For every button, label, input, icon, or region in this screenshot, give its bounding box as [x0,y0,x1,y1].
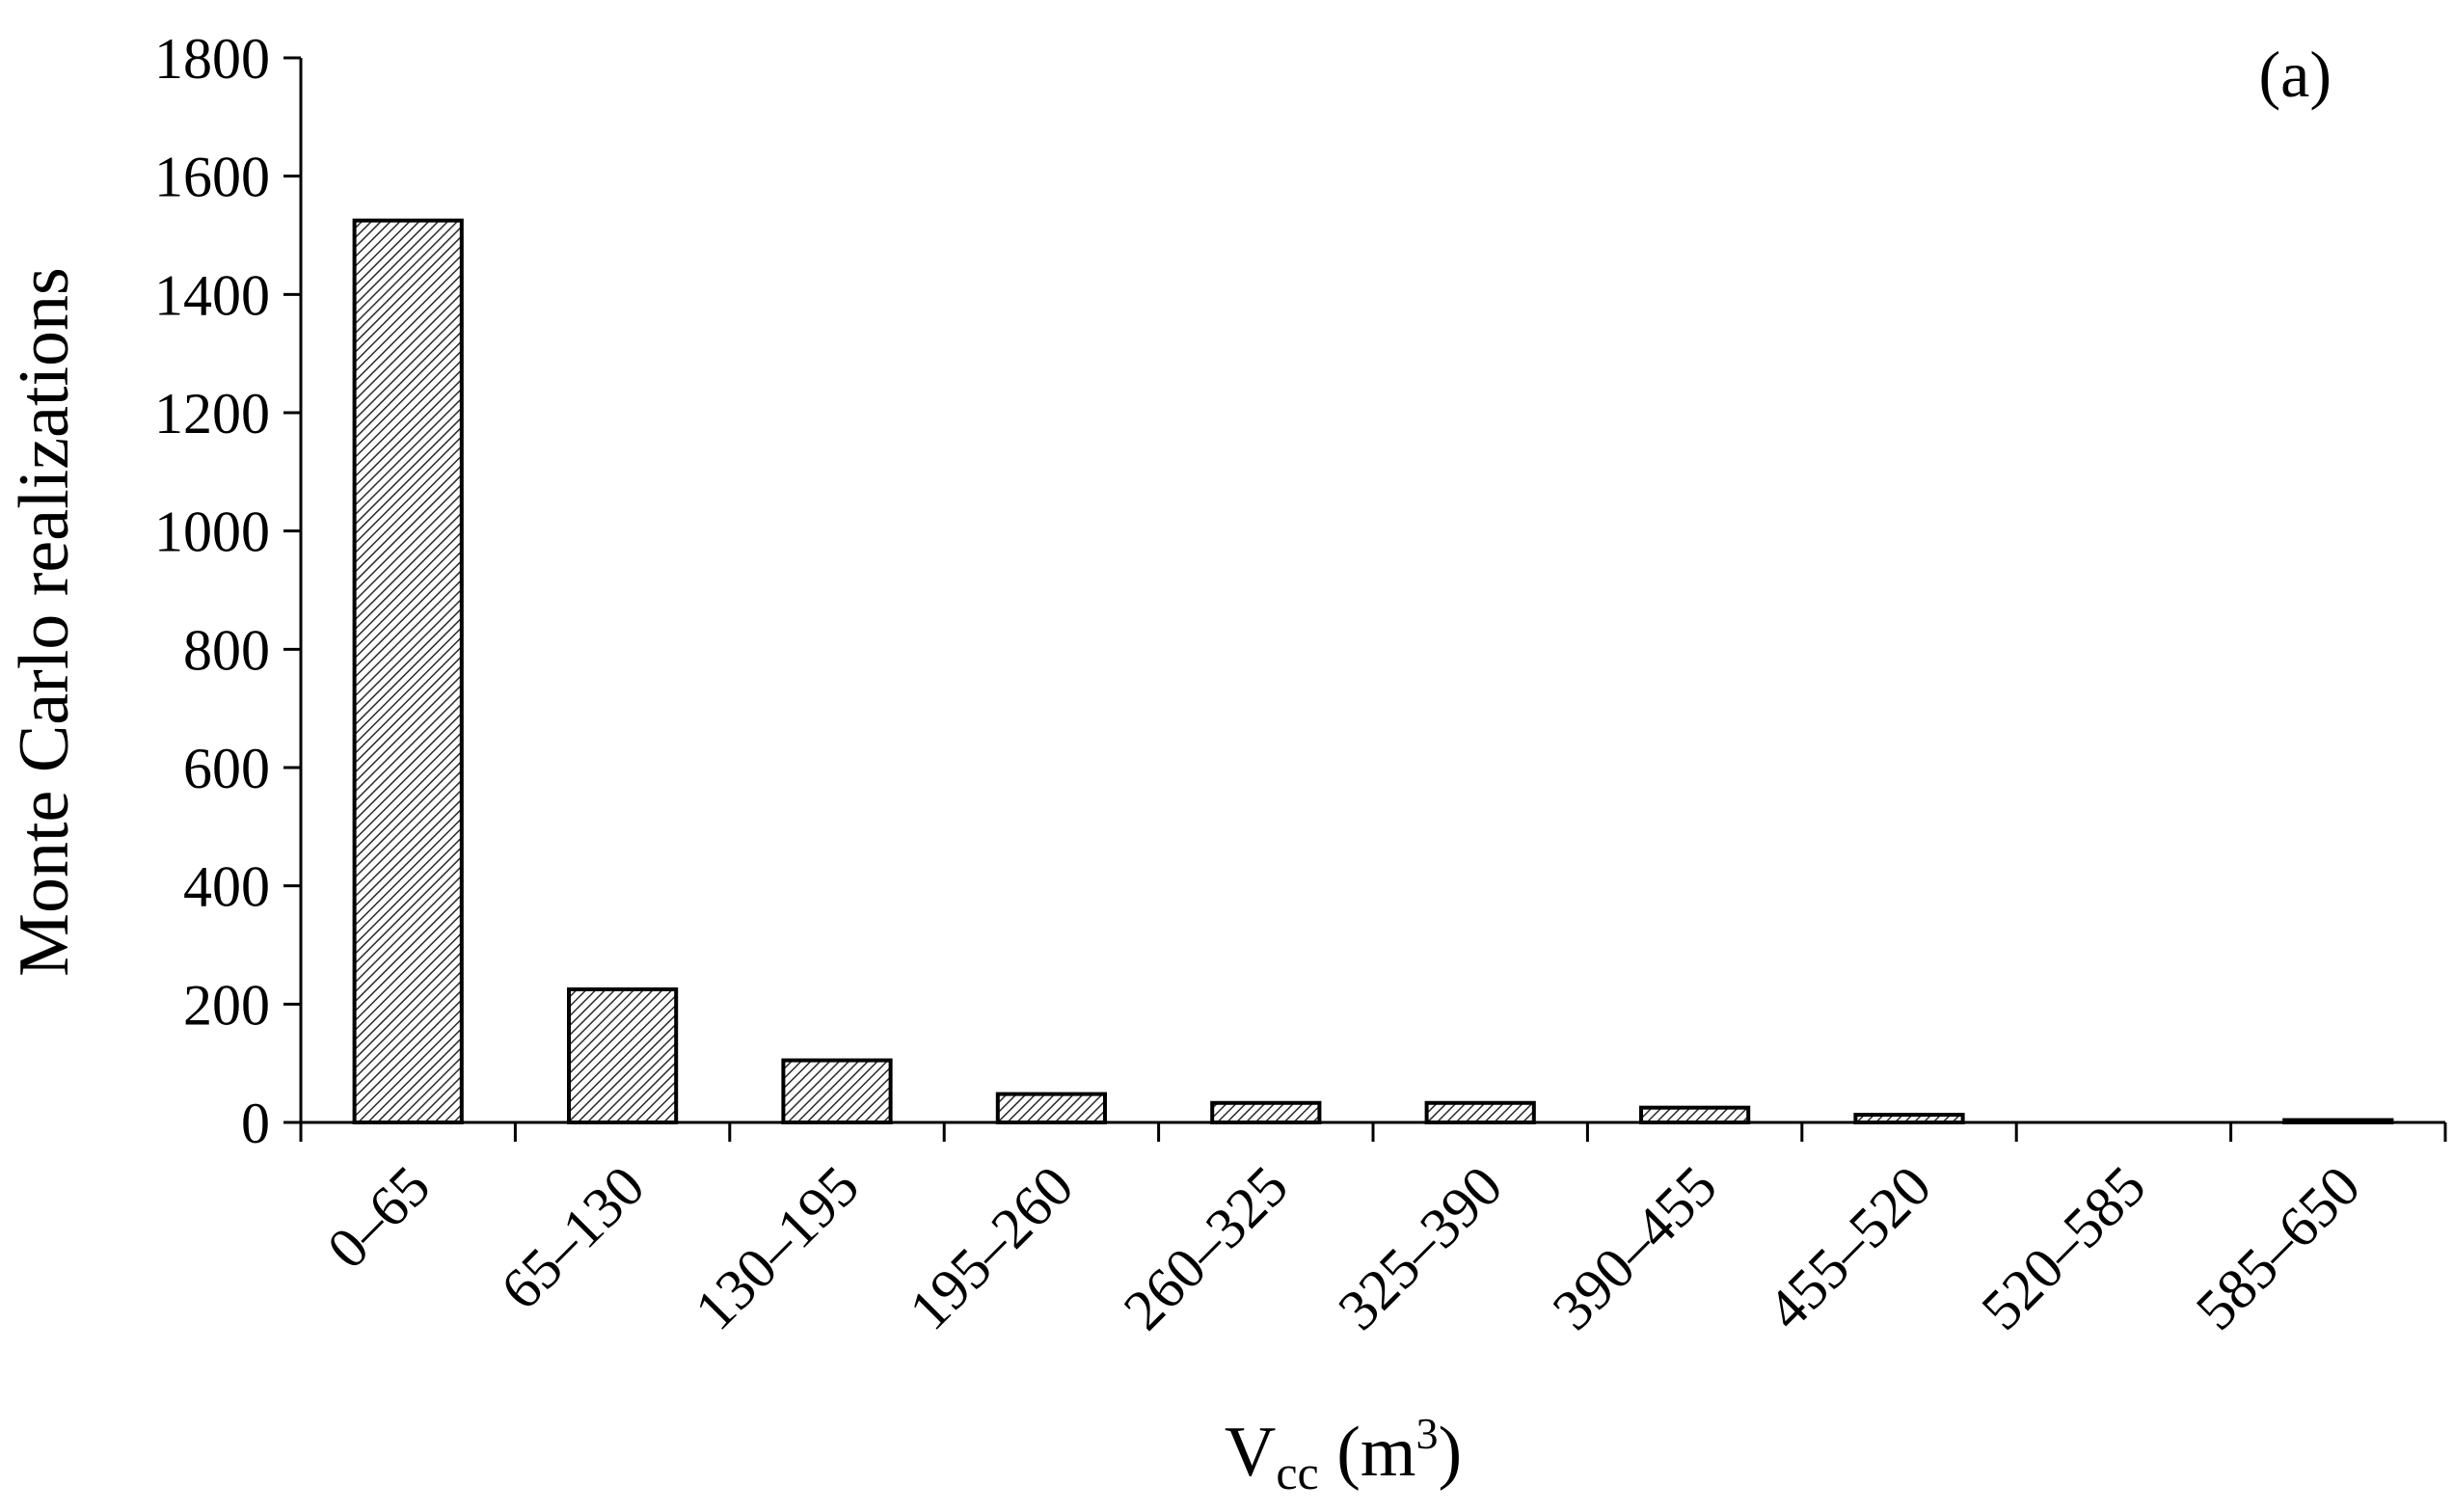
y-tick-label: 800 [183,618,270,682]
x-tick-label: 390–455 [1541,1154,1729,1342]
x-tick-label: 325–390 [1326,1154,1514,1342]
bar [352,218,464,1124]
y-tick-label: 0 [241,1092,270,1155]
x-tick-label: 0–65 [315,1154,443,1282]
bar [1424,1100,1536,1125]
x-tick-label: 195–260 [897,1154,1085,1342]
x-tick-label: 65–130 [489,1154,657,1322]
y-tick-label: 400 [183,855,270,919]
bar [567,987,679,1124]
y-tick-label: 1400 [154,263,270,327]
bar [781,1058,893,1124]
x-axis-title-main: V [1225,1413,1276,1492]
x-tick-label: 130–195 [683,1154,871,1342]
x-axis-ticks: 0–65 65–130 130–195 195–260 260–325 325–390 39… [299,1122,2447,1342]
x-tick-label: 585–650 [2184,1154,2372,1342]
x-tick-label: 260–325 [1112,1154,1300,1342]
bars [352,218,2394,1125]
bar [1639,1105,1751,1124]
x-axis-title-unit-superscript: 3 [1415,1409,1438,1458]
y-tick-label: 1600 [154,146,270,209]
x-tick-label: 520–585 [1969,1154,2157,1342]
x-axis-title-unit-suffix: ) [1438,1413,1462,1492]
bar [995,1092,1108,1125]
y-tick-label: 200 [183,973,270,1037]
bar [1210,1100,1322,1125]
x-axis-title-subscript: cc [1276,1445,1318,1499]
x-tick-label: 455–520 [1755,1154,1943,1342]
y-axis-title: Monte Carlo realizations [5,267,84,977]
x-axis-title-unit-prefix: (m [1319,1413,1416,1492]
y-tick-label: 1000 [154,500,270,564]
x-axis-title: Vcc (m3) [1225,1409,1462,1499]
y-tick-label: 1200 [154,382,270,446]
y-tick-label: 1800 [154,27,270,91]
panel-label: (a) [2259,38,2332,111]
y-tick-label: 600 [183,737,270,800]
y-axis-ticks: 0 200 400 600 800 1000 1200 1400 1600 1800 [154,27,301,1155]
